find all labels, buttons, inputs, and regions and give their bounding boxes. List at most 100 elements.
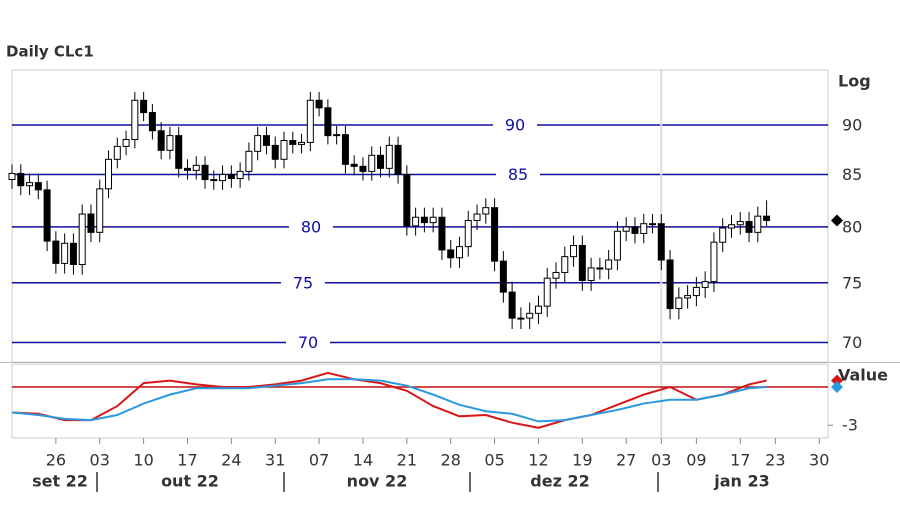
x-tick-label: 14 [353,451,373,470]
candle-body [140,99,148,114]
candle-body [43,189,51,242]
candle-body [227,173,235,180]
candle-body [359,165,367,172]
x-tick-label: 19 [572,451,592,470]
candle-body [219,173,227,182]
x-tick-label: 03 [90,451,110,470]
level-label: 75 [293,273,313,292]
candle-body [403,173,411,227]
candle-body [692,286,700,297]
y-tick-label: 75 [842,273,862,292]
level-label: 90 [505,115,525,134]
level-label: 80 [301,217,321,236]
month-label: set 22 [32,472,88,491]
candle-body [78,213,86,266]
candle-body [192,164,200,171]
candle-body [131,99,139,141]
candle-body [754,215,762,233]
last-value-marker [831,380,843,393]
last-price-marker [831,214,843,227]
candle-body [52,240,60,264]
candle-body [315,99,323,109]
x-tick-label: 27 [616,451,636,470]
oscillator-line [11,378,767,423]
candle-body [587,267,595,281]
candle-body [745,221,753,233]
level-label-bg [496,164,540,185]
month-label: dez 22 [530,472,589,491]
candle-body [175,135,183,169]
candle-body [166,135,174,151]
candle-body [113,145,121,160]
candle-body [534,305,542,314]
candle-body [324,107,332,137]
candle-body [236,170,244,180]
month-label: nov 22 [347,472,408,491]
candle-body [34,182,42,191]
chart-title: Daily CLc1 [6,43,94,61]
candle-body [727,224,735,229]
y-tick-label: -3 [842,416,858,435]
candle-body [333,134,341,137]
level-label-bg [289,216,333,237]
candle-body [719,227,727,243]
y-tick-label: 85 [842,165,862,184]
candle-body [517,317,525,320]
candle-body [508,291,516,319]
candle-body [429,216,437,224]
candle-body [491,207,499,262]
candle-body [578,245,586,281]
candle-body [412,216,420,227]
candle-body [377,154,385,169]
x-tick-label: 28 [441,451,461,470]
candle-body [526,312,534,319]
x-tick-label: 23 [765,451,785,470]
candle-body [561,256,569,273]
candle-body [473,213,481,221]
x-tick-label: 17 [177,451,197,470]
y-tick-label: 90 [842,115,862,134]
candle-body [122,139,130,147]
candle-body [649,223,657,226]
candle-body [455,246,463,259]
candle-body [148,112,156,132]
candle-body [385,144,393,169]
candle-body [8,172,16,181]
y-axis-label: Log [838,72,871,91]
y-tick-label: 80 [842,217,862,236]
x-tick-label: 12 [528,451,548,470]
candle-body [298,141,306,145]
candle-body [289,139,297,145]
candle-body [438,216,446,251]
candle-body [640,223,648,234]
candle-body [394,144,402,175]
candle-body [245,150,253,172]
candle-body [201,164,209,181]
candle-body [596,267,604,270]
candle-body [26,182,34,187]
x-tick-label: 10 [133,451,153,470]
candle-body [262,135,270,146]
candle-body [306,99,314,143]
month-label: jan 23 [713,472,770,491]
oscillator-line [11,371,767,429]
candle-body [368,154,376,172]
last-value-marker [831,374,843,387]
candle-body [666,259,674,310]
oscillator-frame [11,363,829,439]
candle-body [552,271,560,279]
candle-body [499,260,507,293]
level-label: 70 [298,333,318,352]
candle-body [69,242,77,266]
candle-body [613,230,621,261]
x-tick-label: 24 [221,451,241,470]
candle-body [464,219,472,248]
candle-body [657,223,665,261]
x-tick-label: 07 [309,451,329,470]
candle-body [710,241,718,283]
candle-body [17,172,25,187]
candle-body [570,245,578,258]
candle-body [701,281,709,288]
candle-body [341,134,349,165]
candle-body [605,259,613,270]
